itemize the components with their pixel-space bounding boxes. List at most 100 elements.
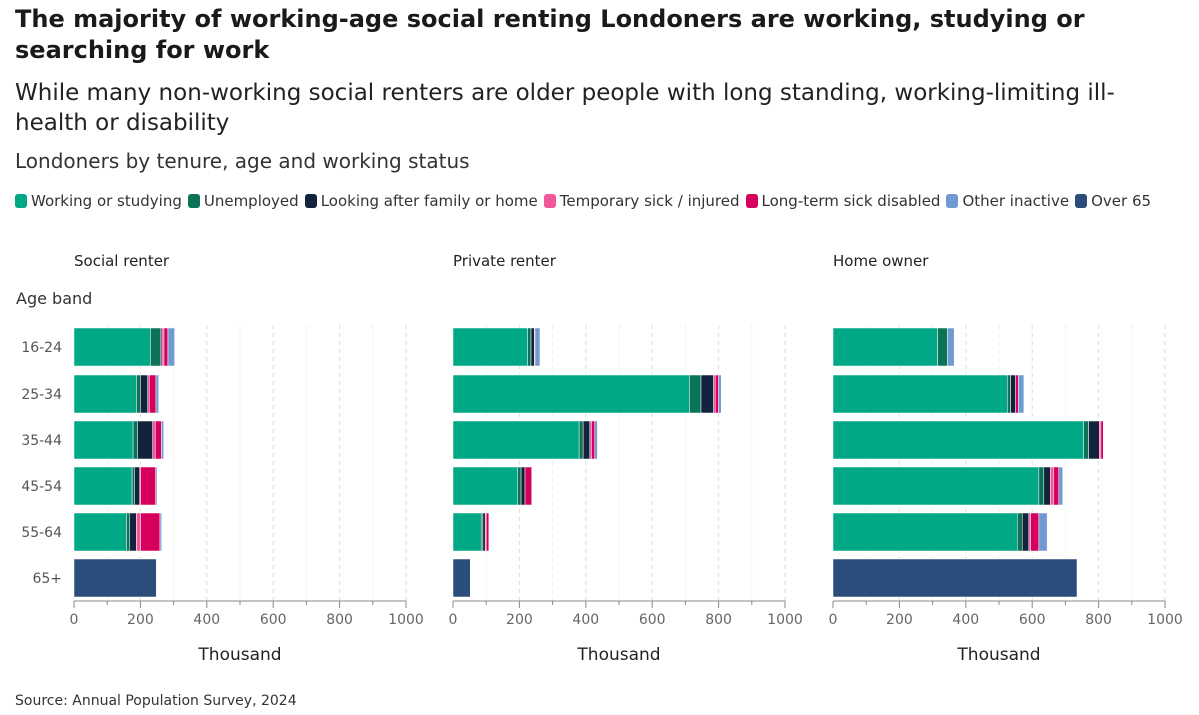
x-tick-label: 800 bbox=[1085, 612, 1112, 628]
legend: Working or studying Unemployed Looking aft… bbox=[15, 191, 1185, 211]
bar-segment bbox=[126, 512, 131, 552]
x-tick-label: 0 bbox=[829, 612, 838, 628]
bar-segment bbox=[132, 420, 138, 460]
bar-segment bbox=[155, 374, 159, 414]
x-tick-label: 1000 bbox=[767, 612, 803, 628]
bar-segment bbox=[582, 420, 591, 460]
bar-segment bbox=[832, 558, 1078, 598]
bar-segment bbox=[715, 374, 719, 414]
x-tick-label: 400 bbox=[952, 612, 979, 628]
x-tick-label: 200 bbox=[886, 612, 913, 628]
x-tick-label: 600 bbox=[1019, 612, 1046, 628]
x-tick-label: 800 bbox=[705, 612, 732, 628]
category-label: 65+ bbox=[32, 571, 62, 587]
x-axis-title: Thousand bbox=[197, 645, 281, 665]
bar-segment bbox=[167, 327, 175, 367]
legend-item: Looking after family or home bbox=[304, 191, 538, 211]
x-tick-label: 1000 bbox=[1147, 612, 1183, 628]
bar-segment bbox=[832, 420, 1084, 460]
bar-segment bbox=[73, 512, 127, 552]
x-tick-label: 400 bbox=[193, 612, 220, 628]
bar-segment bbox=[73, 466, 133, 506]
bar-segment bbox=[73, 558, 157, 598]
x-tick-label: 200 bbox=[506, 612, 533, 628]
bar-segment bbox=[73, 374, 137, 414]
bar-segment bbox=[482, 512, 486, 552]
legend-label: Temporary sick / injured bbox=[559, 192, 740, 210]
bar-segment bbox=[131, 466, 136, 506]
legend-item: Other inactive bbox=[946, 191, 1069, 211]
bar-segment bbox=[161, 327, 165, 367]
chart-description: Londoners by tenure, age and working sta… bbox=[15, 149, 470, 173]
bar-segment bbox=[689, 374, 702, 414]
legend-item: Working or studying bbox=[15, 191, 182, 211]
bar-segment bbox=[1017, 512, 1023, 552]
source-note: Source: Annual Population Survey, 2024 bbox=[15, 693, 297, 709]
legend-label: Unemployed bbox=[203, 192, 299, 210]
bar-segment bbox=[937, 327, 948, 367]
x-tick-label: 200 bbox=[127, 612, 154, 628]
bar-segment bbox=[832, 374, 1008, 414]
legend-swatch bbox=[745, 194, 758, 208]
bar-segment bbox=[1018, 374, 1025, 414]
legend-swatch bbox=[15, 194, 27, 208]
x-tick-label: 0 bbox=[70, 612, 79, 628]
legend-item: Unemployed bbox=[187, 191, 299, 211]
panel-title: Private renter bbox=[453, 252, 557, 270]
x-axis-title: Thousand bbox=[956, 645, 1040, 665]
bar-segment bbox=[136, 374, 141, 414]
y-axis-title: Age band bbox=[16, 289, 92, 308]
panel-title: Home owner bbox=[833, 252, 929, 270]
chart-title-main: The majority of working-age social renti… bbox=[15, 5, 1085, 64]
bar-segment bbox=[452, 374, 690, 414]
bar-segment bbox=[1015, 374, 1019, 414]
legend-item: Over 65 bbox=[1075, 191, 1151, 211]
bar-segment bbox=[163, 327, 169, 367]
x-tick-label: 0 bbox=[449, 612, 458, 628]
bar-segment bbox=[1038, 512, 1048, 552]
legend-item: Long-term sick disabled bbox=[745, 191, 941, 211]
legend-swatch bbox=[1075, 194, 1088, 208]
bar-segment bbox=[1050, 466, 1055, 506]
legend-swatch bbox=[543, 194, 556, 208]
legend-label: Looking after family or home bbox=[320, 192, 538, 210]
bar-segment bbox=[718, 374, 722, 414]
x-tick-label: 600 bbox=[260, 612, 287, 628]
bar-segment bbox=[137, 420, 153, 460]
bar-segment bbox=[947, 327, 955, 367]
bar-segment bbox=[591, 420, 596, 460]
x-tick-label: 800 bbox=[326, 612, 353, 628]
x-tick-label: 600 bbox=[639, 612, 666, 628]
bar-segment bbox=[527, 327, 532, 367]
bar-segment bbox=[1043, 466, 1051, 506]
bar-segment bbox=[1007, 374, 1011, 414]
bar-segment bbox=[530, 327, 535, 367]
bar-segment bbox=[152, 420, 156, 460]
bar-segment bbox=[1100, 420, 1104, 460]
bar-segment bbox=[159, 512, 162, 552]
bar-segment bbox=[452, 466, 518, 506]
bar-segment bbox=[700, 374, 714, 414]
bar-segment bbox=[1083, 420, 1089, 460]
bar-segment bbox=[832, 512, 1018, 552]
legend-label: Working or studying bbox=[31, 192, 182, 210]
bar-segment bbox=[1058, 466, 1063, 506]
bar-segment bbox=[161, 420, 164, 460]
x-tick-label: 1000 bbox=[388, 612, 424, 628]
bar-segment bbox=[452, 558, 471, 598]
legend-item: Temporary sick / injured bbox=[543, 191, 740, 211]
legend-label: Long-term sick disabled bbox=[761, 192, 941, 210]
bar-segment bbox=[155, 420, 162, 460]
bar-segment bbox=[517, 466, 522, 506]
bar-segment bbox=[578, 420, 584, 460]
category-label: 55-64 bbox=[21, 525, 62, 541]
bar-segment bbox=[1021, 512, 1030, 552]
legend-swatch bbox=[946, 194, 959, 208]
bar-segment bbox=[150, 327, 161, 367]
bar-segment bbox=[73, 420, 134, 460]
bar-segment bbox=[1030, 512, 1040, 552]
x-tick-label: 400 bbox=[572, 612, 599, 628]
bar-segment bbox=[594, 420, 598, 460]
legend-swatch bbox=[304, 194, 317, 208]
